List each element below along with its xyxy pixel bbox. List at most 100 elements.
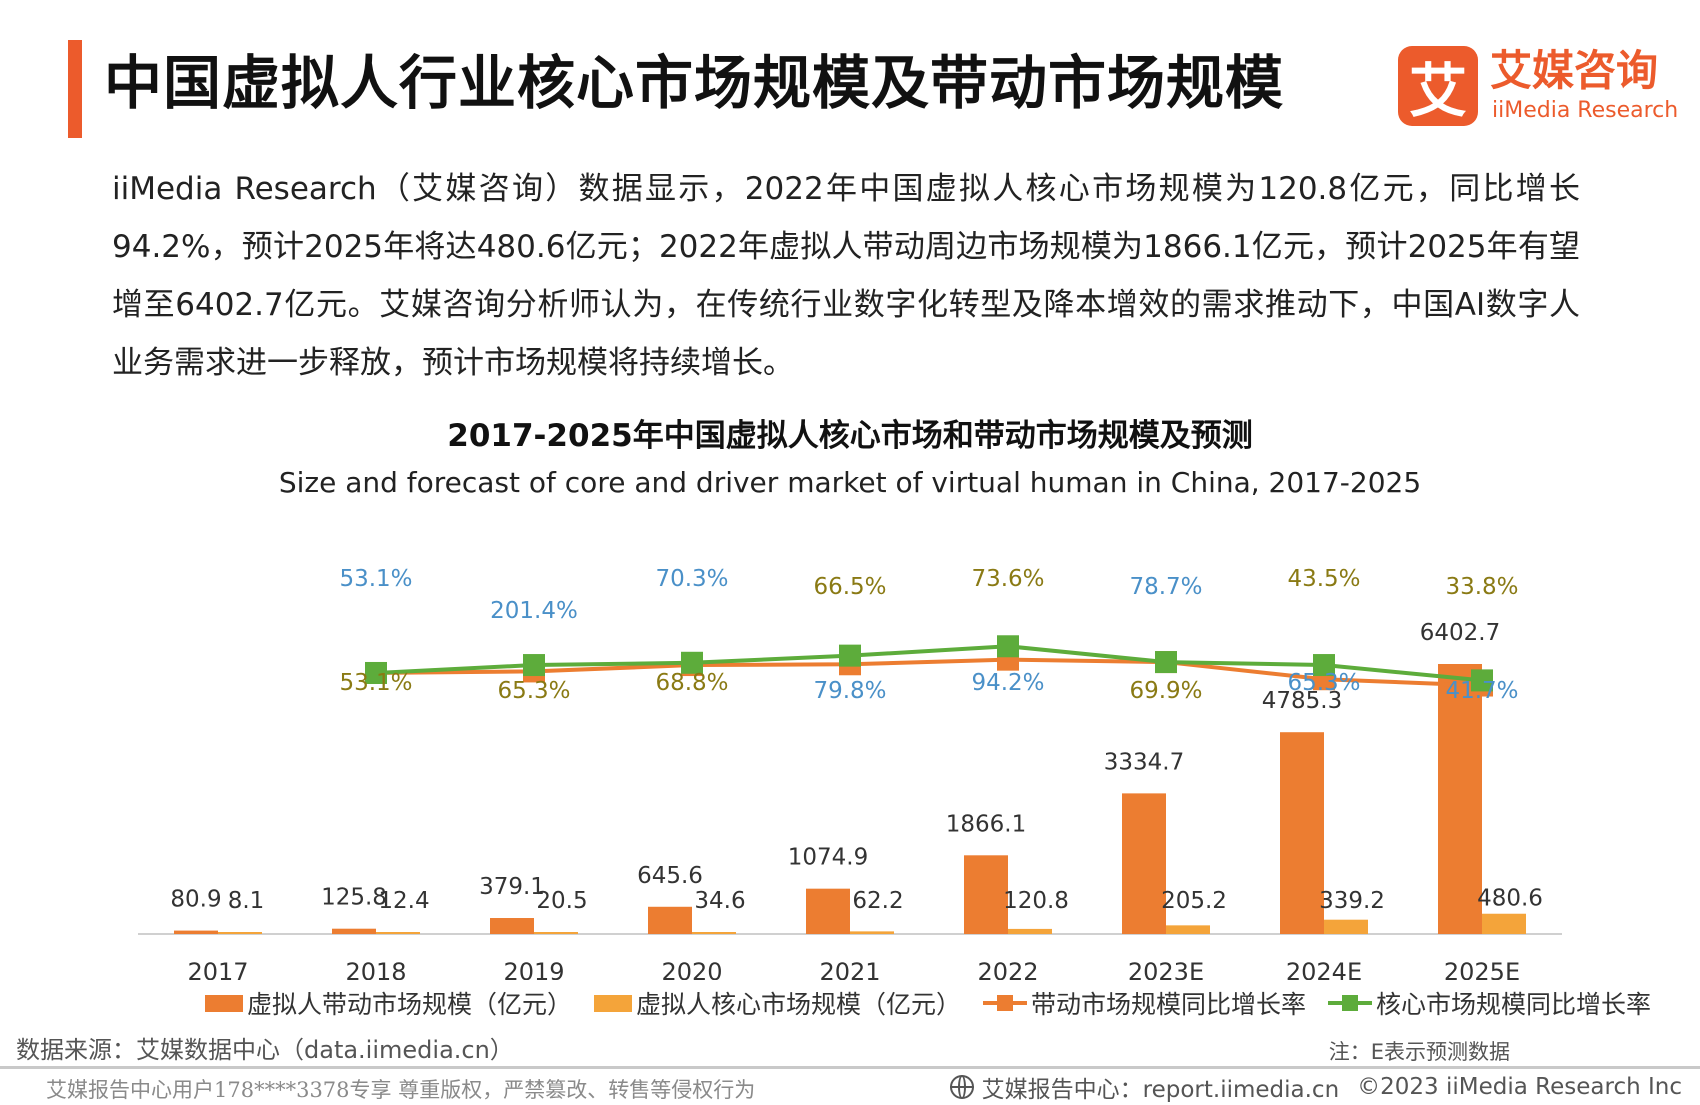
core-bar-value-label: 8.1 [228,888,265,914]
globe-icon [949,1075,974,1099]
driver-bar-value-label: 379.1 [479,874,545,900]
core-growth-marker [365,661,387,684]
legend-label: 虚拟人带动市场规模（亿元） [247,990,573,1019]
core-growth-marker [523,654,545,677]
core-growth-marker [1155,651,1177,674]
core-market-bar [1482,913,1526,934]
x-tick-label: 2018 [345,958,406,980]
core-growth-marker [681,651,703,674]
driver-bar-value-label: 3334.7 [1104,749,1184,775]
legend-label: 核心市场规模同比增长率 [1376,990,1652,1019]
core-market-bar [534,932,578,934]
core-growth-marker [1313,654,1335,677]
driver-market-bar [174,930,218,934]
core-growth-label: 79.8% [813,678,886,704]
core-market-bar [692,932,736,934]
driver-bar-value-label: 125.8 [321,885,387,911]
core-growth-label: 69.9% [1129,678,1202,704]
core-bar-value-label: 62.2 [852,888,903,914]
x-tick-label: 2020 [661,958,722,980]
description-paragraph: iiMedia Research（艾媒咨询）数据显示，2022年中国虚拟人核心市… [112,171,1580,381]
logo-english-name: iiMedia Research [1492,98,1679,123]
core-bar-value-label: 205.2 [1161,888,1227,914]
x-tick-label: 2019 [503,958,564,980]
core-bar-value-label: 12.4 [378,888,429,914]
x-tick-label: 2024E [1286,958,1362,980]
market-size-chart: 80.9 8.1 2017 125.812.4 2018 379.120.5 2019 645… [138,566,1562,980]
footer-report-center-link[interactable]: 艾媒报告中心：report.iimedia.cn [981,1077,1340,1103]
core-growth-label: 94.2% [971,670,1044,696]
core-growth-marker [997,635,1019,658]
legend-item-core-growth: 核心市场规模同比增长率 [1328,985,1651,1021]
data-source: 数据来源：艾媒数据中心（data.iimedia.cn） [16,1036,514,1064]
x-tick-label: 2025E [1444,958,1520,980]
logo-chinese-name: 艾媒咨询 [1490,46,1659,95]
driver-market-bar [1280,732,1324,934]
core-growth-label: 68.8% [655,670,728,696]
core-growth-label: 53.1% [339,670,412,696]
driver-bar-value-label: 6402.7 [1420,620,1500,646]
driver-bar-value-label: 645.6 [637,863,703,889]
x-tick-label: 2023E [1128,958,1204,980]
chart-legend: 虚拟人带动市场规模（亿元） 虚拟人核心市场规模（亿元） 带动市场规模同比增长率 … [205,985,1673,1021]
driver-growth-label: 73.6% [971,566,1044,592]
driver-growth-label: 70.3% [655,566,728,592]
legend-swatch-driver-line [983,995,1028,1011]
legend-swatch-core-bar [594,994,633,1012]
core-growth-marker [1471,669,1493,692]
core-bar-value-label: 120.8 [1003,888,1069,914]
forecast-note: 注：E表示预测数据 [1328,1040,1510,1064]
footer-copyright-notice: 艾媒报告中心用户178****3378专享 尊重版权，严禁篡改、转售等侵权行为 [46,1078,756,1102]
page-title: 中国虚拟人行业核心市场规模及带动市场规模 [104,49,1285,117]
core-market-bar [850,931,894,934]
driver-growth-label: 201.4% [490,598,578,624]
driver-market-bar [806,888,850,934]
x-tick-label: 2017 [187,958,248,980]
core-bar-value-label: 339.2 [1319,888,1385,914]
driver-market-bar [1438,664,1482,934]
title-accent-bar [68,40,82,138]
driver-market-bar [490,918,534,934]
legend-item-driver-market: 虚拟人带动市场规模（亿元） [205,985,572,1021]
driver-growth-label: 43.5% [1287,566,1360,592]
core-growth-label: 41.7% [1445,678,1518,704]
logo-mark: 艾 [1398,46,1478,126]
footer-site: 艾媒报告中心：report.iimedia.cn ©2023 iiMedia R… [949,1070,1682,1104]
core-growth-marker [839,644,861,667]
driver-bar-value-label: 1074.9 [788,845,868,871]
legend-label: 虚拟人核心市场规模（亿元） [636,990,962,1019]
core-growth-label: 65.3% [497,678,570,704]
driver-bar-value-label: 1866.1 [946,811,1026,837]
x-tick-label: 2021 [819,958,880,980]
core-bar-value-label: 20.5 [536,888,587,914]
driver-market-bar [332,928,376,934]
driver-bar-value-label: 4785.3 [1262,688,1342,714]
driver-bar-value-label: 80.9 [170,887,221,913]
iimedia-logo: 艾 艾媒咨询 iiMedia Research [1398,46,1678,130]
core-market-bar [376,932,420,934]
core-market-bar [1166,925,1210,934]
driver-growth-line [375,657,1483,688]
driver-market-bar [964,855,1008,934]
core-market-bar [218,932,262,934]
legend-swatch-driver-bar [205,994,243,1012]
footer-copyright: ©2023 iiMedia Research Inc [1357,1074,1682,1100]
legend-item-core-market: 虚拟人核心市场规模（亿元） [594,985,961,1021]
core-growth-label: 65.3% [1287,670,1360,696]
footer-divider [0,1066,1700,1069]
driver-growth-label: 66.5% [813,574,886,600]
x-tick-label: 2022 [977,958,1038,980]
core-bar-value-label: 480.6 [1477,886,1543,912]
core-growth-line [375,644,1483,683]
driver-growth-label: 53.1% [339,566,412,592]
core-market-bar [1324,919,1368,934]
legend-swatch-core-line [1328,995,1373,1011]
core-bar-value-label: 34.6 [694,888,745,914]
legend-item-driver-growth: 带动市场规模同比增长率 [983,985,1306,1021]
driver-growth-label: 78.7% [1129,574,1202,600]
core-market-bar [1008,928,1052,934]
driver-market-bar [648,906,692,934]
chart-subtitle: Size and forecast of core and driver mar… [278,466,1422,499]
chart-title: 2017-2025年中国虚拟人核心市场和带动市场规模及预测 [447,418,1253,454]
legend-label: 带动市场规模同比增长率 [1031,990,1307,1019]
